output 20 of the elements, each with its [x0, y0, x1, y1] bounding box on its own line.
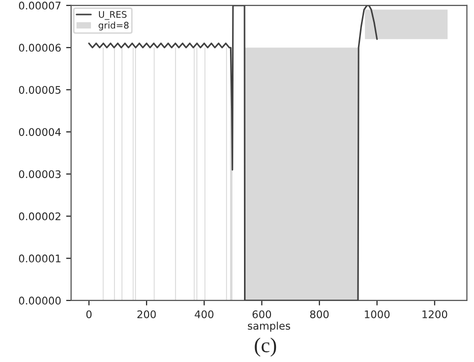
x-tick-label: 200 [137, 310, 156, 318]
x-tick-label: 800 [310, 310, 329, 318]
y-tick-label: 0.00004 [18, 128, 61, 136]
text: (c) [254, 338, 276, 357]
legend-label: grid=8 [98, 22, 129, 30]
y-tick-label: 0.00000 [18, 296, 61, 305]
x-tick-label: 0 [86, 310, 92, 318]
y-tick-label: 0.00001 [18, 254, 60, 262]
legend-label: U_RES [98, 11, 127, 20]
x-axis-title: samples [248, 322, 290, 332]
y-tick-label: 0.00005 [18, 86, 60, 94]
y-tick-label: 0.00006 [18, 44, 61, 52]
x-tick-label: 1000 [364, 310, 390, 318]
x-tick-label: 400 [194, 310, 214, 318]
line-series [88, 5, 378, 300]
y-tick-label: 0.00003 [18, 170, 61, 178]
x-tick-label: 1200 [422, 310, 448, 318]
y-tick-label: 0.00007 [18, 2, 60, 10]
y-tick-label: 0.00002 [18, 212, 60, 220]
x-tick-label: 600 [252, 310, 272, 318]
